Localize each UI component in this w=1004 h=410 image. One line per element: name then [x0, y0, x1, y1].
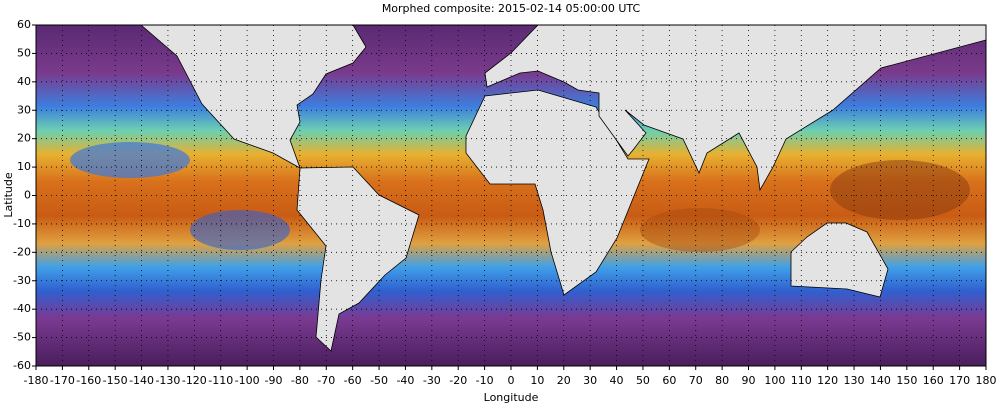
y-tick-label: 60	[17, 18, 31, 31]
x-tick-label: -30	[423, 374, 441, 387]
y-tick-label: 50	[17, 46, 31, 59]
x-tick-label: 150	[896, 374, 917, 387]
x-tick-label: 40	[610, 374, 624, 387]
x-tick-label: 100	[764, 374, 785, 387]
x-tick-label: 0	[508, 374, 515, 387]
moisture-feature	[190, 210, 290, 250]
y-tick-label: 10	[17, 160, 31, 173]
y-tick-label: 20	[17, 132, 31, 145]
y-tick-label: 30	[17, 103, 31, 116]
x-tick-label: 140	[870, 374, 891, 387]
y-tick-label: -20	[13, 245, 31, 258]
x-tick-label: -70	[317, 374, 335, 387]
y-tick-label: -60	[13, 359, 31, 372]
x-tick-label: -80	[291, 374, 309, 387]
x-tick-label: -20	[449, 374, 467, 387]
x-tick-label: 90	[742, 374, 756, 387]
x-tick-label: -180	[24, 374, 49, 387]
x-tick-label: -100	[235, 374, 260, 387]
x-tick-label: -140	[129, 374, 154, 387]
y-axis-label: Latitude	[2, 172, 15, 218]
x-tick-label: -110	[208, 374, 233, 387]
map-title: Morphed composite: 2015-02-14 05:00:00 U…	[382, 2, 641, 15]
y-tick-label: -50	[13, 331, 31, 344]
x-tick-label: 180	[976, 374, 997, 387]
x-tick-label: 120	[817, 374, 838, 387]
north-america	[67, 25, 367, 169]
x-tick-label: -150	[103, 374, 128, 387]
y-tick-label: -10	[13, 217, 31, 230]
africa	[465, 89, 650, 296]
australia	[790, 222, 889, 298]
x-tick-label: -60	[344, 374, 362, 387]
x-tick-label: 30	[583, 374, 597, 387]
y-tick-label: 0	[24, 189, 31, 202]
moisture-feature	[640, 208, 760, 252]
x-tick-label: 50	[636, 374, 650, 387]
south-america	[296, 166, 420, 352]
x-tick-label: -10	[476, 374, 494, 387]
moisture-feature	[830, 160, 970, 220]
y-tick-label: -30	[13, 274, 31, 287]
x-tick-label: 110	[791, 374, 812, 387]
x-tick-label: -90	[265, 374, 283, 387]
y-tick-label: 40	[17, 75, 31, 88]
x-tick-label: 80	[715, 374, 729, 387]
x-tick-label: 170	[949, 374, 970, 387]
y-tick-label: -40	[13, 302, 31, 315]
x-tick-label: 70	[689, 374, 703, 387]
eurasia	[484, 25, 986, 192]
x-tick-label: -40	[396, 374, 414, 387]
x-tick-label: -50	[370, 374, 388, 387]
x-tick-label: 20	[557, 374, 571, 387]
x-tick-label: 10	[530, 374, 544, 387]
x-tick-label: -120	[182, 374, 207, 387]
x-tick-label: -130	[155, 374, 180, 387]
x-tick-label: 160	[923, 374, 944, 387]
moisture-feature	[70, 142, 190, 178]
x-tick-label: -170	[50, 374, 75, 387]
x-tick-label: -160	[76, 374, 101, 387]
x-tick-label: 60	[662, 374, 676, 387]
x-tick-label: 130	[844, 374, 865, 387]
x-axis-label: Longitude	[484, 391, 539, 404]
